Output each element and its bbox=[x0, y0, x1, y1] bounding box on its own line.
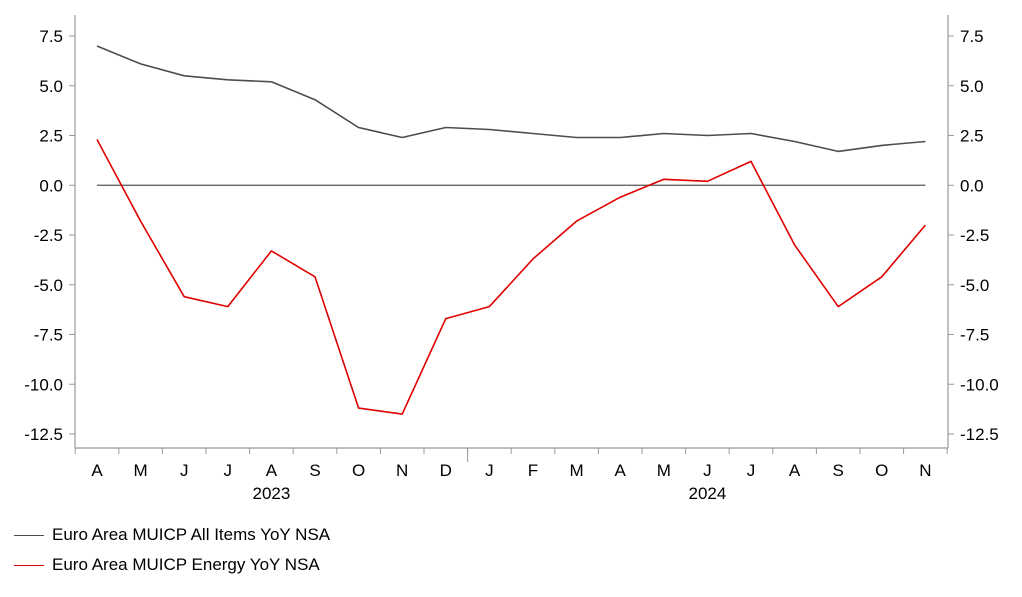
x-tick-label: J bbox=[703, 461, 712, 480]
right-y-tick-label: -5.0 bbox=[960, 276, 989, 295]
x-tick-label: J bbox=[747, 461, 756, 480]
x-tick-label: F bbox=[528, 461, 538, 480]
series-line-all-items bbox=[96, 45, 926, 153]
legend-item-energy: Euro Area MUICP Energy YoY NSA bbox=[14, 550, 330, 580]
x-tick-label: A bbox=[615, 461, 627, 480]
legend-label-energy: Euro Area MUICP Energy YoY NSA bbox=[52, 555, 320, 574]
x-tick-label: J bbox=[180, 461, 189, 480]
x-tick-label: M bbox=[570, 461, 584, 480]
right-y-tick-label: -2.5 bbox=[960, 226, 989, 245]
left-y-tick-label: 5.0 bbox=[39, 77, 63, 96]
series-line-energy bbox=[96, 139, 927, 415]
right-y-tick-label: -10.0 bbox=[960, 375, 999, 394]
left-y-tick-label: 2.5 bbox=[39, 127, 63, 146]
x-tick-label: M bbox=[134, 461, 148, 480]
right-y-tick-label: -12.5 bbox=[960, 425, 999, 444]
left-y-tick-label: -12.5 bbox=[24, 425, 63, 444]
x-tick-label: S bbox=[309, 461, 320, 480]
legend: Euro Area MUICP All Items YoY NSA Euro A… bbox=[14, 520, 330, 580]
right-y-tick-label: 0.0 bbox=[960, 176, 984, 195]
x-tick-label: O bbox=[352, 461, 365, 480]
left-y-tick-label: 0.0 bbox=[39, 176, 63, 195]
x-tick-label: J bbox=[485, 461, 494, 480]
x-tick-label: N bbox=[919, 461, 931, 480]
legend-swatch-all-items bbox=[14, 534, 44, 536]
x-tick-label: M bbox=[657, 461, 671, 480]
left-y-tick-label: -5.0 bbox=[34, 276, 63, 295]
x-tick-label: A bbox=[91, 461, 103, 480]
left-y-tick-label: -10.0 bbox=[24, 375, 63, 394]
legend-swatch-energy bbox=[14, 564, 44, 566]
x-tick-label: A bbox=[266, 461, 278, 480]
x-tick-label: D bbox=[440, 461, 452, 480]
x-tick-label: O bbox=[875, 461, 888, 480]
right-y-tick-label: 2.5 bbox=[960, 127, 984, 146]
left-y-tick-label: -7.5 bbox=[34, 326, 63, 345]
year-label: 2023 bbox=[252, 484, 290, 503]
x-tick-label: A bbox=[789, 461, 801, 480]
right-y-tick-label: -7.5 bbox=[960, 326, 989, 345]
x-tick-label: N bbox=[396, 461, 408, 480]
legend-label-all-items: Euro Area MUICP All Items YoY NSA bbox=[52, 525, 331, 544]
right-y-tick-label: 7.5 bbox=[960, 27, 984, 46]
x-tick-label: S bbox=[833, 461, 844, 480]
right-y-tick-label: 5.0 bbox=[960, 77, 984, 96]
year-label: 2024 bbox=[688, 484, 726, 503]
x-tick-label: J bbox=[224, 461, 233, 480]
left-y-tick-label: -2.5 bbox=[34, 226, 63, 245]
left-y-tick-label: 7.5 bbox=[39, 27, 63, 46]
legend-item-all-items: Euro Area MUICP All Items YoY NSA bbox=[14, 520, 330, 550]
